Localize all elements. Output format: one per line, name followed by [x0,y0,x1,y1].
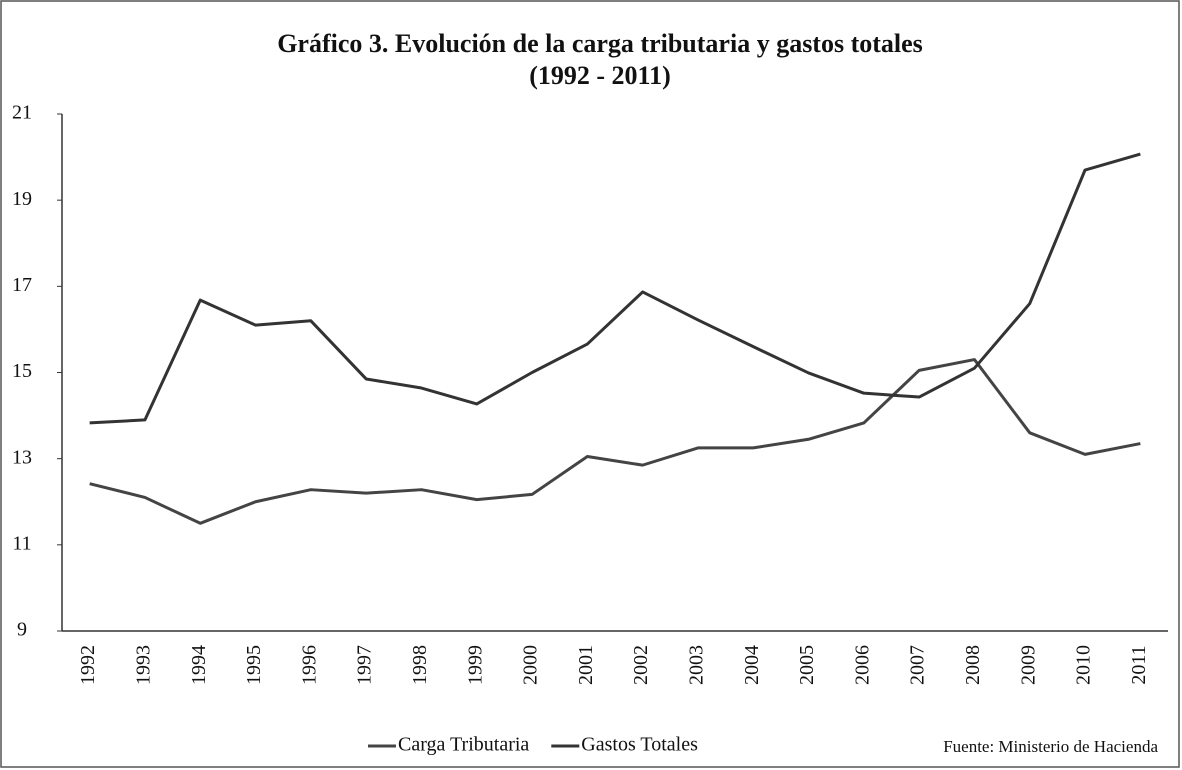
legend-label: Gastos Totales [581,734,698,756]
x-tick-label: 1998 [409,645,431,685]
y-tick-label: 13 [12,446,32,468]
x-tick-label: 1993 [133,645,155,685]
x-tick-label: 2004 [741,645,763,685]
x-tick-label: 2009 [1017,645,1039,685]
x-tick-label: 1994 [188,645,210,685]
x-tick-label: 2010 [1073,645,1095,685]
x-tick-label: 2003 [686,645,708,685]
x-tick-label: 2002 [630,645,652,685]
y-tick-label: 21 [12,102,32,124]
x-tick-label: 2001 [575,645,597,685]
y-tick-label: 15 [12,360,32,382]
x-tick-label: 1997 [354,645,376,685]
source-note: Fuente: Ministerio de Hacienda [943,737,1158,756]
x-tick-label: 2006 [851,645,873,685]
series-line [89,152,1141,425]
x-tick-label: 1999 [464,645,486,685]
x-tick-label: 2008 [962,645,984,685]
x-tick-label: 2000 [520,645,542,685]
legend-label: Carga Tributaria [398,734,529,756]
x-tick-label: 1996 [298,645,320,685]
x-tick-label: 2005 [796,645,818,685]
y-tick-label: 17 [12,274,32,296]
y-tick-label: 19 [12,188,32,210]
x-tick-label: 2011 [1128,645,1150,684]
y-tick-label: 11 [12,532,31,554]
series-line [89,358,1141,525]
x-tick-label: 1995 [243,645,265,685]
chart-title: Gráfico 3. Evolución de la carga tributa… [277,29,923,58]
y-tick-label: 9 [17,619,27,641]
chart-subtitle: (1992 - 2011) [529,61,671,90]
x-tick-label: 1992 [77,645,99,685]
x-tick-label: 2007 [907,645,929,685]
